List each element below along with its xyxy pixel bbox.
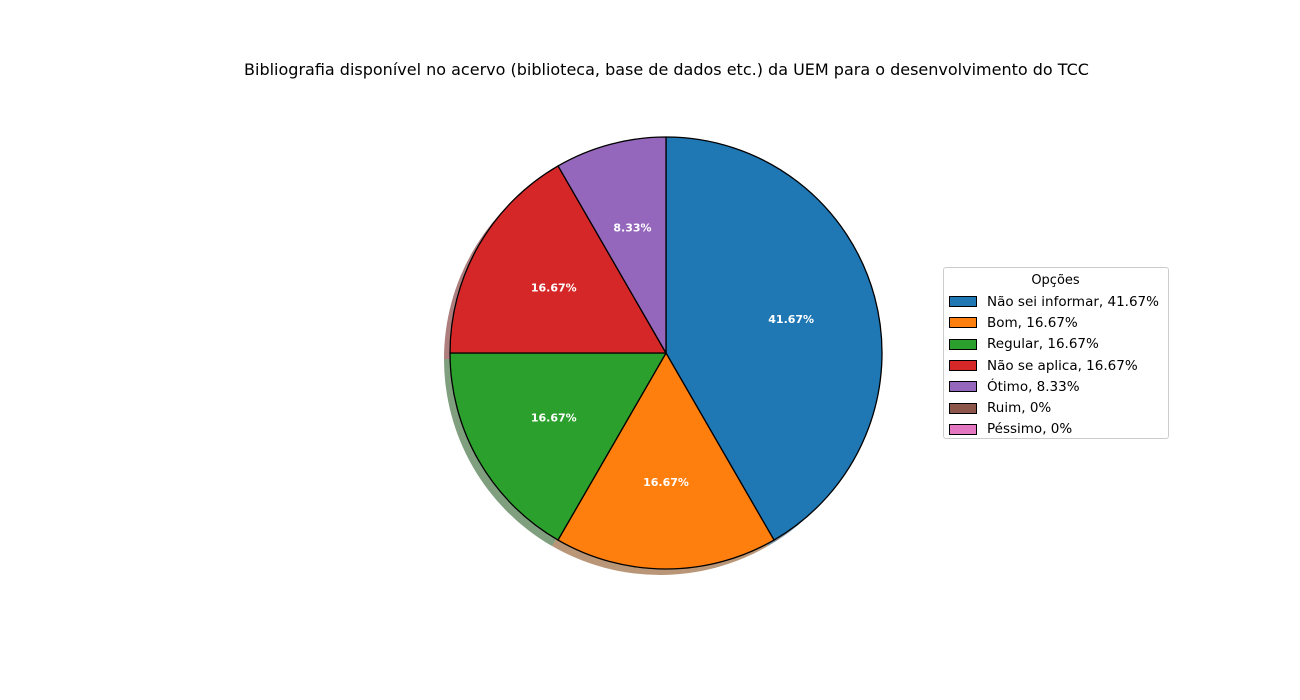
slice-label-nao-sei-informar: 41.67% — [768, 313, 814, 326]
legend-label-regular: Regular, 16.67% — [987, 336, 1099, 353]
slice-bom — [557, 352, 775, 570]
legend-label-pessimo: Péssimo, 0% — [987, 421, 1073, 438]
legend-entry-pessimo: Péssimo, 0% — [949, 419, 1162, 440]
legend-swatch-nao-se-aplica — [949, 360, 977, 372]
legend-entries: Não sei informar, 41.67% Bom, 16.67% Regul… — [949, 291, 1162, 440]
legend-entry-nao-sei-informar: Não sei informar, 41.67% — [949, 291, 1162, 312]
legend-label-nao-sei-informar: Não sei informar, 41.67% — [987, 293, 1159, 310]
slice-regular — [449, 352, 667, 541]
legend-swatch-otimo — [949, 381, 977, 393]
pie-slices — [449, 136, 883, 570]
legend-swatch-pessimo — [949, 423, 977, 435]
slice-otimo — [557, 136, 667, 354]
slice-label-otimo: 8.33% — [613, 221, 651, 234]
slice-label-nao-se-aplica: 16.67% — [531, 282, 577, 295]
legend: Opções Não sei informar, 41.67% Bom, 16.6… — [943, 267, 1169, 439]
legend-swatch-nao-sei-informar — [949, 296, 977, 308]
legend-swatch-bom — [949, 317, 977, 329]
pie-labels: 41.67% 16.67% 16.67% 16.67% 8.33% — [531, 221, 814, 489]
slice-label-regular: 16.67% — [531, 411, 577, 424]
legend-entry-bom: Bom, 16.67% — [949, 312, 1162, 333]
slice-nao-se-aplica — [449, 165, 667, 354]
chart-title: Bibliografia disponível no acervo (bibli… — [244, 60, 1089, 79]
slice-label-bom: 16.67% — [643, 476, 689, 489]
slice-nao-sei-informar — [665, 136, 883, 541]
legend-swatch-regular — [949, 338, 977, 350]
legend-swatch-ruim — [949, 402, 977, 414]
legend-entry-nao-se-aplica: Não se aplica, 16.67% — [949, 355, 1162, 376]
legend-title: Opções — [1031, 273, 1080, 288]
legend-entry-ruim: Ruim, 0% — [949, 397, 1162, 418]
legend-label-ruim: Ruim, 0% — [987, 400, 1052, 417]
legend-label-otimo: Ótimo, 8.33% — [987, 378, 1080, 395]
legend-entry-regular: Regular, 16.67% — [949, 334, 1162, 355]
legend-entry-otimo: Ótimo, 8.33% — [949, 376, 1162, 397]
legend-label-bom: Bom, 16.67% — [987, 314, 1078, 331]
legend-label-nao-se-aplica: Não se aplica, 16.67% — [987, 357, 1138, 374]
